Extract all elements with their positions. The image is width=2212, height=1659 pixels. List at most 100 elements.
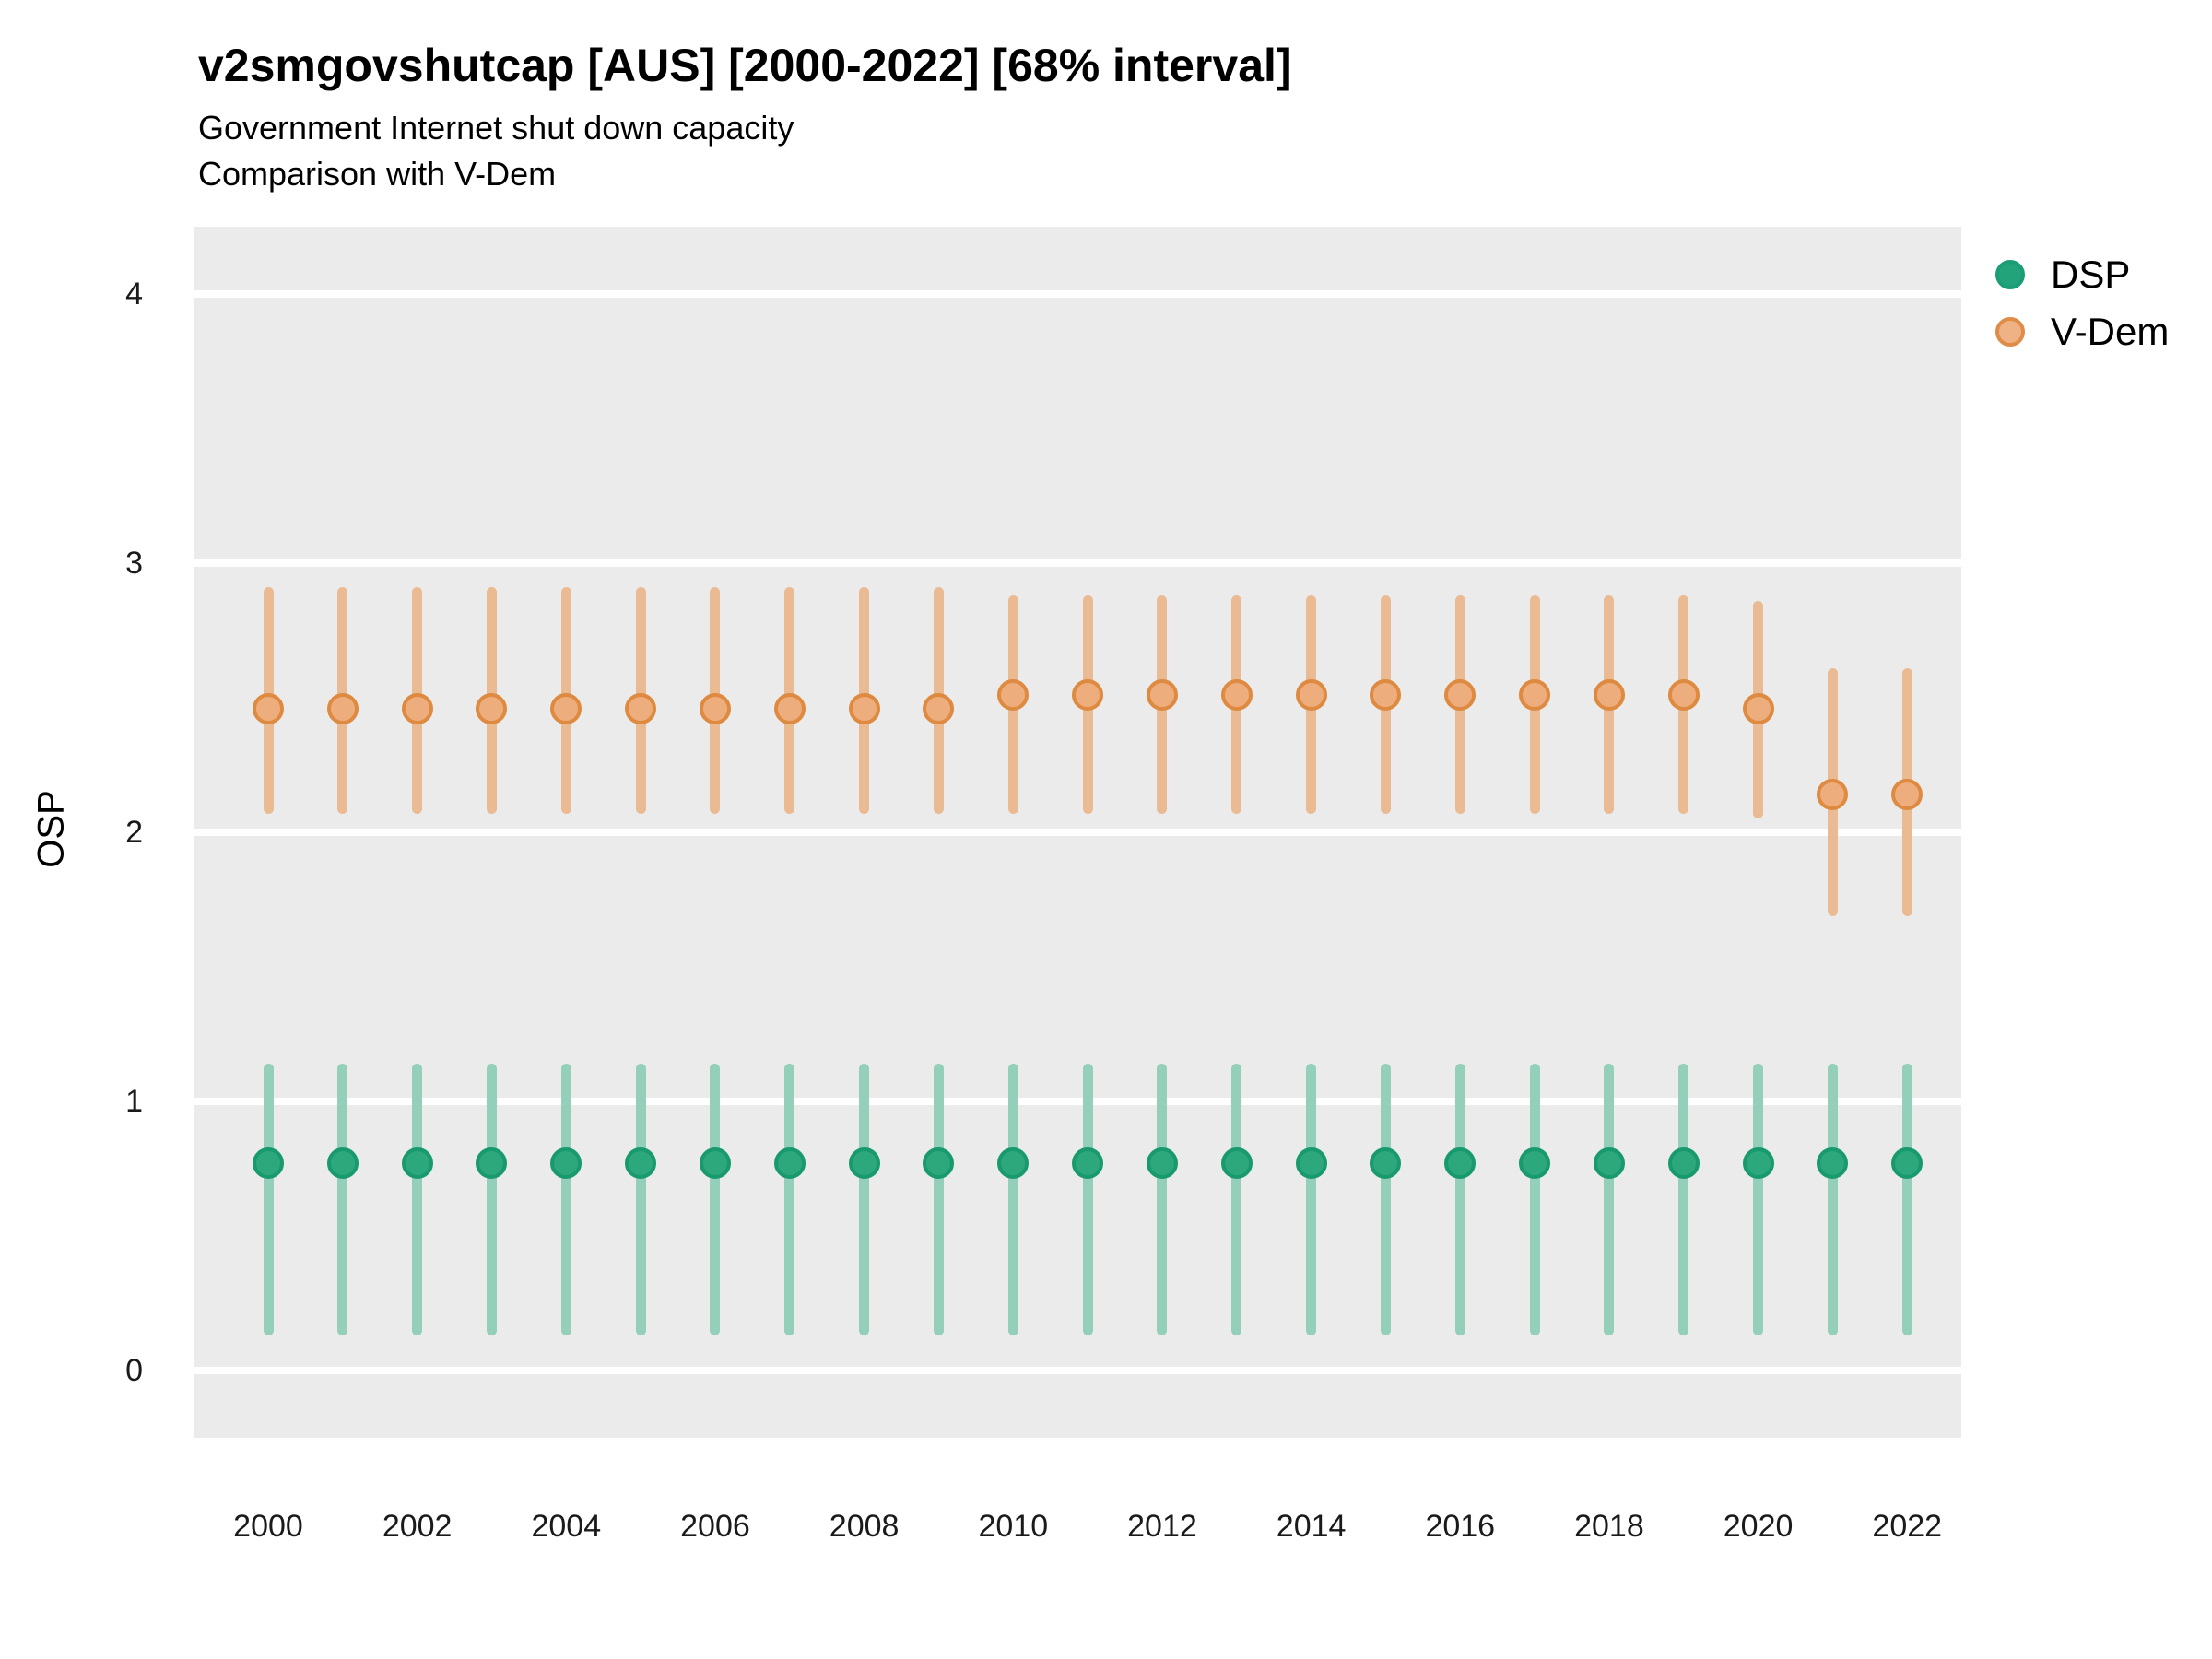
x-tick-label-2022: 2022	[1872, 1509, 1943, 1544]
dsp-point-2007	[773, 1147, 806, 1180]
vdem-point-2007	[773, 692, 806, 724]
dsp-point-2015	[1370, 1147, 1402, 1180]
dsp-range-2000	[263, 1064, 274, 1336]
vdem-point-2022	[1891, 779, 1924, 811]
x-tick-label-2004: 2004	[531, 1509, 602, 1544]
dsp-range-2011	[1082, 1064, 1093, 1336]
dsp-point-2011	[1072, 1147, 1104, 1180]
dsp-range-2007	[784, 1064, 795, 1336]
dsp-range-2008	[859, 1064, 870, 1336]
vdem-point-2009	[923, 692, 955, 724]
x-tick-label-2010: 2010	[978, 1509, 1049, 1544]
vdem-point-2011	[1072, 679, 1104, 712]
legend-label-vdem: V-Dem	[2051, 310, 2170, 353]
dsp-range-2022	[1901, 1064, 1912, 1336]
vdem-point-2017	[1519, 679, 1551, 712]
dsp-point-2004	[550, 1147, 582, 1180]
y-tick-label-3: 3	[125, 546, 143, 581]
dsp-range-2004	[560, 1064, 571, 1336]
dsp-point-2018	[1593, 1147, 1625, 1180]
dsp-point-2014	[1295, 1147, 1327, 1180]
dsp-range-2001	[337, 1064, 348, 1336]
dsp-range-2016	[1454, 1064, 1465, 1336]
dsp-point-2002	[401, 1147, 433, 1180]
plot-panel	[194, 227, 1961, 1438]
chart-subtitle-line2: Comparison with V-Dem	[198, 155, 557, 193]
dsp-range-2003	[486, 1064, 497, 1336]
dsp-point-2010	[997, 1147, 1030, 1180]
dsp-point-2006	[699, 1147, 731, 1180]
dsp-range-2021	[1827, 1064, 1838, 1336]
legend-marker-dsp-icon	[1995, 260, 2025, 289]
legend-label-dsp: DSP	[2051, 253, 2131, 296]
dsp-point-2000	[253, 1147, 284, 1180]
vdem-point-2016	[1444, 679, 1477, 712]
x-tick-label-2020: 2020	[1723, 1509, 1794, 1544]
vdem-point-2006	[699, 692, 731, 724]
dsp-range-2006	[710, 1064, 721, 1336]
vdem-point-2001	[326, 692, 359, 724]
dsp-point-2022	[1891, 1147, 1924, 1180]
vdem-point-2020	[1742, 692, 1774, 724]
vdem-point-2000	[253, 692, 284, 724]
x-tick-label-2018: 2018	[1574, 1509, 1644, 1544]
vdem-point-2013	[1220, 679, 1253, 712]
x-tick-label-2008: 2008	[829, 1509, 900, 1544]
dsp-point-2020	[1742, 1147, 1774, 1180]
x-tick-label-2016: 2016	[1425, 1509, 1496, 1544]
dsp-range-2018	[1604, 1064, 1615, 1336]
dsp-range-2005	[635, 1064, 646, 1336]
dsp-point-2019	[1667, 1147, 1700, 1180]
vdem-point-2004	[550, 692, 582, 724]
dsp-range-2002	[412, 1064, 423, 1336]
dsp-range-2013	[1231, 1064, 1242, 1336]
dsp-range-2010	[1007, 1064, 1018, 1336]
x-tick-label-2012: 2012	[1127, 1509, 1197, 1544]
y-tick-label-0: 0	[125, 1353, 143, 1388]
vdem-point-2019	[1667, 679, 1700, 712]
x-tick-label-2002: 2002	[382, 1509, 453, 1544]
dsp-range-2015	[1380, 1064, 1391, 1336]
vdem-point-2010	[997, 679, 1030, 712]
vdem-point-2003	[476, 692, 508, 724]
gridline-y4	[194, 290, 1961, 298]
vdem-point-2012	[1146, 679, 1178, 712]
dsp-range-2020	[1753, 1064, 1764, 1336]
dsp-point-2005	[625, 1147, 657, 1180]
vdem-point-2021	[1817, 779, 1849, 811]
dsp-point-2008	[848, 1147, 880, 1180]
dsp-point-2013	[1220, 1147, 1253, 1180]
vdem-point-2008	[848, 692, 880, 724]
gridline-y0	[194, 1367, 1961, 1374]
vdem-point-2014	[1295, 679, 1327, 712]
x-tick-label-2006: 2006	[680, 1509, 750, 1544]
chart-subtitle-line1: Government Internet shut down capacity	[198, 109, 794, 147]
dsp-range-2017	[1529, 1064, 1540, 1336]
dsp-point-2017	[1519, 1147, 1551, 1180]
dsp-point-2012	[1146, 1147, 1178, 1180]
dsp-point-2003	[476, 1147, 508, 1180]
vdem-point-2005	[625, 692, 657, 724]
gridline-y1	[194, 1098, 1961, 1105]
dsp-range-2009	[933, 1064, 944, 1336]
y-tick-label-2: 2	[125, 815, 143, 850]
vdem-point-2015	[1370, 679, 1402, 712]
dsp-range-2012	[1157, 1064, 1168, 1336]
chart-title: v2smgovshutcap [AUS] [2000-2022] [68% in…	[198, 40, 1292, 91]
dsp-range-2019	[1678, 1064, 1689, 1336]
dsp-point-2009	[923, 1147, 955, 1180]
x-tick-label-2000: 2000	[233, 1509, 303, 1544]
legend-marker-vdem-icon	[1995, 317, 2025, 347]
gridline-y3	[194, 559, 1961, 567]
vdem-point-2002	[401, 692, 433, 724]
y-tick-label-1: 1	[125, 1084, 143, 1119]
y-tick-label-4: 4	[125, 276, 143, 312]
dsp-point-2016	[1444, 1147, 1477, 1180]
dsp-range-2014	[1306, 1064, 1317, 1336]
vdem-point-2018	[1593, 679, 1625, 712]
dsp-point-2001	[326, 1147, 359, 1180]
gridline-y2	[194, 829, 1961, 836]
dsp-point-2021	[1817, 1147, 1849, 1180]
x-tick-label-2014: 2014	[1276, 1509, 1347, 1544]
